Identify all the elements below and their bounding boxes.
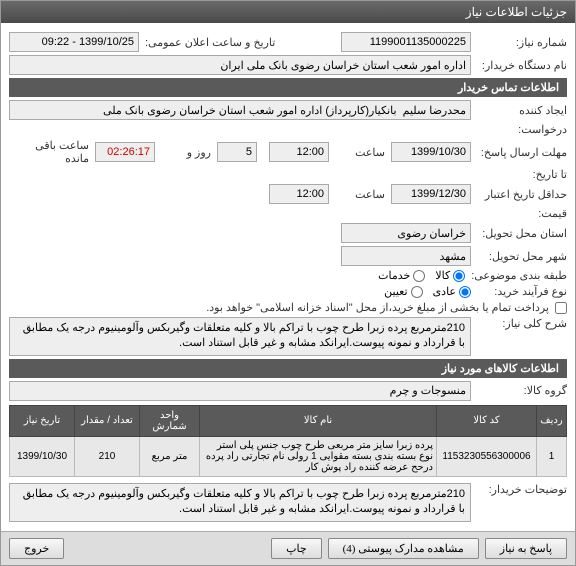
row-desc: شرح کلی نیاز: 210مترمربع پرده زبرا طرح چ… <box>9 317 567 356</box>
print-button[interactable]: چاپ <box>271 538 322 559</box>
label-ann-date: تاریخ و ساعت اعلان عمومی: <box>145 36 275 49</box>
field-org <box>9 55 471 75</box>
radio-special[interactable]: تعیین <box>384 285 422 298</box>
label-rooz: روز و <box>161 146 211 159</box>
th-qty: تعداد / مقدار <box>75 405 140 436</box>
radio-adi-label: عادی <box>433 285 456 298</box>
row-org: نام دستگاه خریدار: <box>9 55 567 75</box>
radio-khadamat-label: خدمات <box>378 269 410 282</box>
label-group: گروه کالا: <box>477 384 567 397</box>
label-creator: ایجاد کننده <box>477 104 567 117</box>
radio-special-input[interactable] <box>411 286 423 298</box>
td-date: 1399/10/30 <box>10 436 75 476</box>
row-group: گروه کالا: <box>9 381 567 401</box>
row-price: قیمت: <box>9 207 567 220</box>
field-buyer-desc: 210مترمربع پرده زبرا طرح چوب با تراکم با… <box>9 483 471 522</box>
label-price: قیمت: <box>477 207 567 220</box>
td-name: پرده زبرا سایز متر مربعی طرح چوب جنس پلی… <box>200 436 437 476</box>
radio-adi-input[interactable] <box>459 286 471 298</box>
field-price-date <box>391 184 471 204</box>
radio-khadamat[interactable]: خدمات <box>378 269 425 282</box>
row-province: استان محل تحویل: <box>9 223 567 243</box>
label-city: شهر محل تحویل: <box>477 250 567 263</box>
radio-kala-label: کالا <box>435 269 450 282</box>
row-validity: حداقل تاریخ اعتبار ساعت <box>9 184 567 204</box>
label-process: نوع فرآیند خرید: <box>477 285 567 298</box>
label-todate: تا تاریخ: <box>477 168 567 181</box>
radio-adi[interactable]: عادی <box>433 285 471 298</box>
main-section: شماره نیاز: تاریخ و ساعت اعلان عمومی: نا… <box>1 23 575 531</box>
field-desc: 210مترمربع پرده زبرا طرح چوب با تراکم با… <box>9 317 471 356</box>
row-todate: تا تاریخ: <box>9 168 567 181</box>
field-group <box>9 381 471 401</box>
reply-button[interactable]: پاسخ به نیاز <box>485 538 567 559</box>
checkbox-payment[interactable] <box>555 302 567 314</box>
row-creator: ایجاد کننده <box>9 100 567 120</box>
label-saat2: ساعت <box>335 188 385 201</box>
label-request: درخواست: <box>477 123 567 136</box>
th-code: کد کالا <box>437 405 537 436</box>
th-unit: واحد شمارش <box>140 405 200 436</box>
field-price-time <box>269 184 329 204</box>
label-saat1: ساعت <box>335 146 385 159</box>
row-paynote: پرداخت تمام یا بخشی از مبلغ خرید،از محل … <box>9 301 567 314</box>
field-deadline-time <box>269 142 329 162</box>
window: جزئیات اطلاعات نیاز شماره نیاز: تاریخ و … <box>0 0 576 566</box>
process-radio-group: عادی تعیین <box>384 285 471 298</box>
field-deadline-remain <box>95 142 155 162</box>
header-items: اطلاعات کالاهای مورد نیاز <box>9 359 567 378</box>
exit-button[interactable]: خروج <box>9 538 64 559</box>
row-buyer-desc: توضیحات خریدار: 210مترمربع پرده زبرا طرح… <box>9 483 567 522</box>
label-desc: شرح کلی نیاز: <box>477 317 567 330</box>
row-process: نوع فرآیند خرید: عادی تعیین <box>9 285 567 298</box>
field-city <box>341 246 471 266</box>
row-need-no: شماره نیاز: تاریخ و ساعت اعلان عمومی: <box>9 32 567 52</box>
label-validity: حداقل تاریخ اعتبار <box>477 188 567 201</box>
td-code: 1153230556300006 <box>437 436 537 476</box>
radio-kala[interactable]: کالا <box>435 269 465 282</box>
th-name: نام کالا <box>200 405 437 436</box>
field-province <box>341 223 471 243</box>
field-deadline-date <box>391 142 471 162</box>
payment-note: پرداخت تمام یا بخشی از مبلغ خرید،از محل … <box>206 301 549 314</box>
row-request: درخواست: <box>9 123 567 136</box>
row-budget: طبقه بندی موضوعی: کالا خدمات <box>9 269 567 282</box>
td-unit: متر مربع <box>140 436 200 476</box>
label-province: استان محل تحویل: <box>477 227 567 240</box>
budget-radio-group: کالا خدمات <box>378 269 465 282</box>
field-deadline-days <box>217 142 257 162</box>
row-deadline: مهلت ارسال پاسخ: ساعت روز و ساعت باقی ما… <box>9 139 567 165</box>
field-ann-date <box>9 32 139 52</box>
label-deadline: مهلت ارسال پاسخ: <box>477 146 567 159</box>
attachments-button[interactable]: مشاهده مدارک پیوستی (4) <box>328 538 479 559</box>
footer: پاسخ به نیاز مشاهده مدارک پیوستی (4) چاپ… <box>1 531 575 565</box>
field-need-no <box>341 32 471 52</box>
items-table: ردیف کد کالا نام کالا واحد شمارش تعداد /… <box>9 405 567 477</box>
th-row: ردیف <box>537 405 567 436</box>
row-city: شهر محل تحویل: <box>9 246 567 266</box>
label-budget: طبقه بندی موضوعی: <box>471 269 567 282</box>
window-title: جزئیات اطلاعات نیاز <box>1 1 575 23</box>
label-org: نام دستگاه خریدار: <box>477 59 567 72</box>
table-row[interactable]: 1 1153230556300006 پرده زبرا سایز متر مر… <box>10 436 567 476</box>
label-buyer-desc: توضیحات خریدار: <box>477 483 567 496</box>
label-remaining: ساعت باقی مانده <box>9 139 89 165</box>
field-creator <box>9 100 471 120</box>
td-qty: 210 <box>75 436 140 476</box>
radio-khadamat-input[interactable] <box>413 270 425 282</box>
label-need-no: شماره نیاز: <box>477 36 567 49</box>
radio-special-label: تعیین <box>384 285 407 298</box>
td-row: 1 <box>537 436 567 476</box>
header-contact: اطلاعات تماس خریدار <box>9 78 567 97</box>
radio-kala-input[interactable] <box>453 270 465 282</box>
table-header-row: ردیف کد کالا نام کالا واحد شمارش تعداد /… <box>10 405 567 436</box>
th-date: تاریخ نیاز <box>10 405 75 436</box>
